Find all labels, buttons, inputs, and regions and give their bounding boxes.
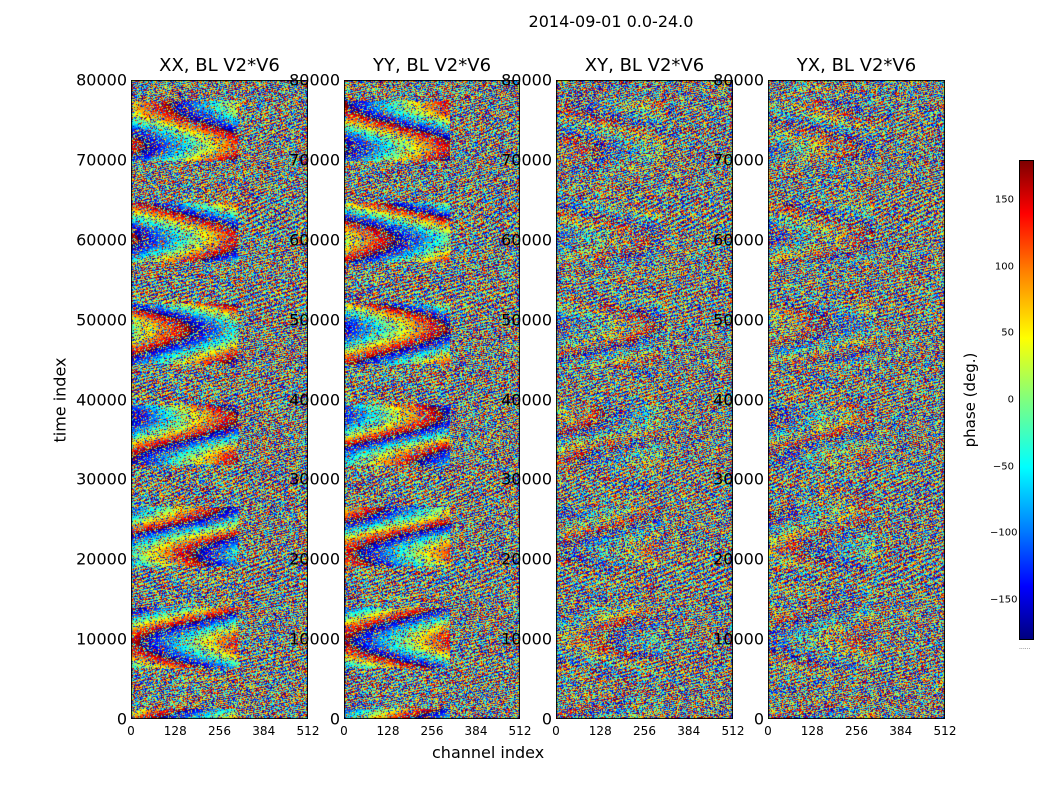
x-tick-label: 0: [127, 724, 135, 738]
colorbar-tick-label: 150: [994, 194, 1014, 206]
x-tick-label: 256: [208, 724, 231, 738]
colorbar-tick-label: 0: [1007, 394, 1014, 406]
y-tick-label: 60000: [76, 230, 127, 250]
phase-heatmap-xy: [556, 80, 733, 719]
y-tick-label: 70000: [713, 150, 764, 170]
y-tick-label: 70000: [501, 150, 552, 170]
x-tick-label: 256: [845, 724, 868, 738]
x-axis-label: channel index: [432, 743, 545, 762]
y-tick-label: 10000: [76, 629, 127, 649]
y-tick-label: 50000: [501, 310, 552, 330]
y-tick-label: 0: [116, 709, 127, 729]
y-tick-label: 20000: [713, 549, 764, 569]
colorbar-label: phase (deg.): [961, 352, 979, 448]
y-axis-label: time index: [50, 357, 70, 443]
y-tick-label: 10000: [713, 629, 764, 649]
y-tick-label: 0: [329, 709, 340, 729]
colorbar-tick-label: −50: [992, 461, 1014, 473]
x-tick-label: 512: [296, 724, 320, 738]
y-tick-label: 30000: [289, 469, 340, 489]
y-tick-label: 20000: [76, 549, 127, 569]
x-tick-label: 0: [764, 724, 772, 738]
x-tick-label: 128: [800, 724, 824, 738]
x-tick-label: 512: [721, 724, 745, 738]
x-tick-label: 128: [376, 724, 400, 738]
y-tick-label: 40000: [713, 390, 764, 409]
x-tick-label: 512: [508, 724, 532, 738]
x-tick-label: 128: [163, 724, 187, 738]
y-tick-label: 60000: [289, 230, 340, 250]
y-tick-label: 30000: [501, 469, 552, 489]
x-tick-label: 512: [933, 724, 957, 738]
y-tick-label: 50000: [713, 310, 764, 330]
panel-title-yy: YY, BL V2*V6: [372, 55, 492, 76]
panel-title-xy: XY, BL V2*V6: [584, 55, 705, 76]
colorbar-tick-label: −150: [990, 594, 1018, 606]
y-tick-label: 20000: [501, 549, 552, 569]
phase-heatmap-xx: [131, 80, 308, 719]
y-tick-label: 10000: [289, 629, 340, 649]
colorbar: [1019, 160, 1034, 640]
y-tick-label: 80000: [713, 70, 764, 90]
y-tick-label: 30000: [713, 469, 764, 489]
x-tick-label: 384: [889, 724, 913, 738]
x-tick-label: 0: [340, 724, 348, 738]
y-tick-label: 40000: [501, 390, 552, 409]
y-tick-label: 30000: [76, 469, 127, 489]
x-tick-label: 0: [552, 724, 560, 738]
colorbar-tick-label: 100: [994, 261, 1014, 273]
figure-title: 2014-09-01 0.0-24.0: [528, 12, 694, 31]
y-tick-label: 40000: [289, 390, 340, 409]
x-tick-label: 384: [252, 724, 276, 738]
x-tick-label: 128: [588, 724, 612, 738]
y-tick-label: 0: [753, 709, 764, 729]
x-tick-label: 256: [633, 724, 656, 738]
x-tick-label: 384: [464, 724, 488, 738]
y-tick-label: 50000: [289, 310, 340, 330]
y-tick-label: 10000: [501, 629, 552, 649]
colorbar-tick-label: 50: [1001, 327, 1014, 339]
colorbar-extra-label: ......: [1019, 644, 1031, 651]
y-tick-label: 40000: [76, 390, 127, 409]
y-tick-label: 80000: [289, 70, 340, 90]
panel-title-yx: YX, BL V2*V6: [796, 55, 917, 76]
y-tick-label: 80000: [501, 70, 552, 90]
y-tick-label: 20000: [289, 549, 340, 569]
y-tick-label: 70000: [76, 150, 127, 170]
y-tick-label: 70000: [289, 150, 340, 170]
y-tick-label: 60000: [501, 230, 552, 250]
y-tick-label: 80000: [76, 70, 127, 90]
colorbar-tick-label: −100: [990, 527, 1018, 539]
panel-title-xx: XX, BL V2*V6: [159, 55, 280, 76]
x-tick-label: 256: [420, 724, 444, 738]
y-tick-label: 60000: [713, 230, 764, 250]
x-tick-label: 384: [677, 724, 701, 738]
y-tick-label: 50000: [76, 310, 127, 330]
phase-heatmap-yy: [344, 80, 520, 719]
phase-heatmap-yx: [768, 80, 945, 719]
y-tick-label: 0: [541, 709, 552, 729]
